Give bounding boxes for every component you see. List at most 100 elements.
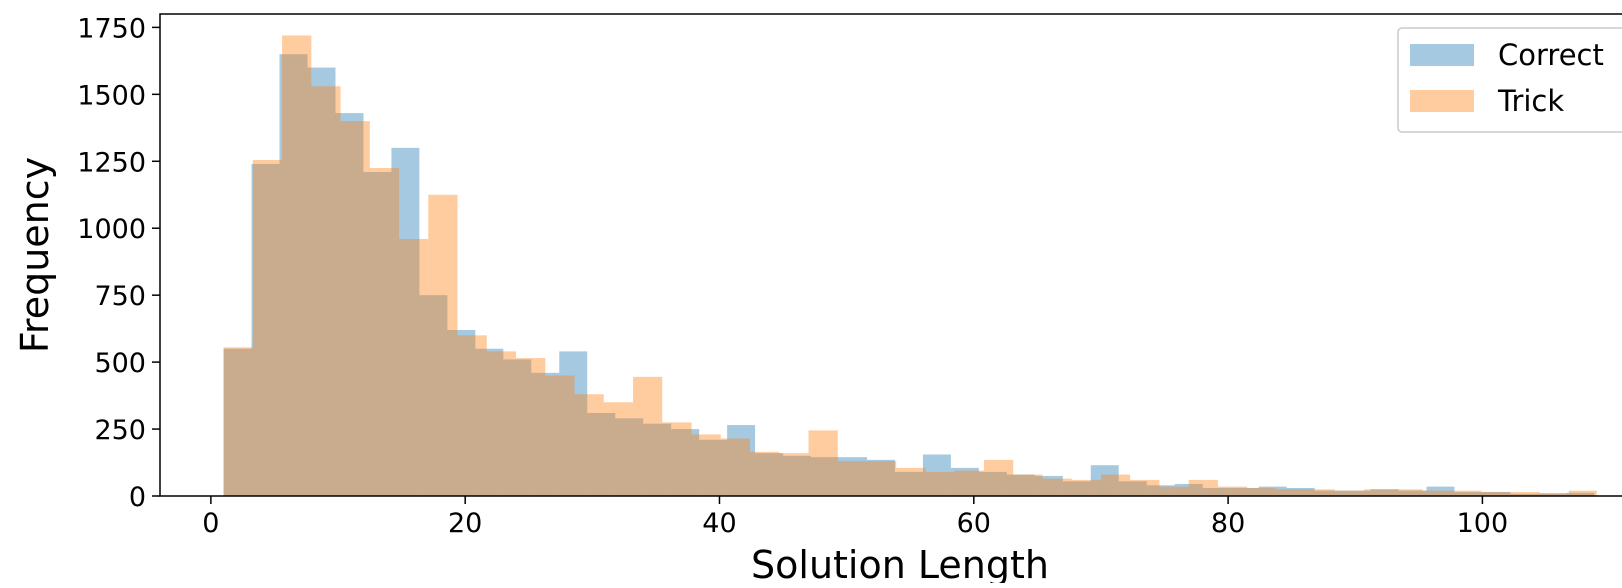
bar-trick-45 [1539,493,1569,496]
x-axis-label: Solution Length [751,543,1049,583]
x-tick-label-60: 60 [957,508,991,539]
bar-trick-9 [486,351,517,496]
bar-trick-3 [311,86,341,497]
bar-trick-26 [983,459,1014,496]
x-axis-ticks: 0 20 40 60 80 100 [202,496,1508,539]
bars-layer [223,35,1597,497]
bar-trick-18 [750,451,780,496]
bar-correct-43 [1426,486,1455,496]
bar-trick-32 [1159,486,1189,496]
y-axis-label: Frequency [13,157,57,353]
bar-correct-24 [894,471,923,496]
bar-trick-30 [1100,474,1131,496]
bar-trick-28 [1042,478,1072,496]
bar-correct-16 [671,429,700,496]
x-tick-label-20: 20 [448,508,482,539]
bar-trick-43 [1481,491,1511,496]
y-tick-label-1250: 1250 [77,147,146,178]
bar-correct-7 [419,295,448,496]
bar-correct-8 [447,329,476,496]
bar-trick-17 [720,438,750,496]
bar-trick-12 [574,394,604,496]
bar-correct-10 [503,359,532,496]
bar-correct-25 [922,454,951,496]
legend-box [1397,27,1622,133]
bar-trick-8 [457,335,487,496]
bar-correct-27 [978,471,1007,496]
bar-trick-46 [1568,490,1597,496]
bar-correct-14 [615,418,644,496]
y-axis-ticks: 0 250 500 750 1000 1250 1500 1750 [77,13,160,513]
bar-trick-16 [691,434,721,496]
bar-correct-40 [1342,490,1371,496]
bar-trick-7 [428,194,458,496]
bar-correct-45 [1482,491,1511,496]
bar-correct-5 [363,171,392,496]
x-tick-label-0: 0 [202,508,219,539]
bar-correct-35 [1202,487,1231,496]
bar-trick-31 [1130,479,1160,496]
bar-correct-44 [1454,491,1483,496]
bar-trick-25 [954,470,984,496]
bar-correct-39 [1314,490,1343,496]
legend-swatch-trick [1410,90,1474,112]
bar-correct-28 [1006,474,1035,496]
bar-trick-13 [603,402,634,496]
bar-trick-24 [925,471,955,496]
y-tick-label-1000: 1000 [77,214,146,245]
bar-trick-0 [223,347,253,496]
bar-trick-27 [1013,474,1043,496]
legend: Correct Trick [1397,27,1622,133]
bar-correct-6 [391,147,420,496]
bar-correct-42 [1398,490,1427,496]
bar-trick-39 [1364,489,1394,496]
x-tick-label-100: 100 [1457,508,1509,539]
bar-trick-29 [1071,479,1101,496]
bar-trick-1 [252,159,283,496]
bar-trick-37 [1305,489,1335,496]
bar-correct-30 [1062,481,1091,496]
bar-trick-42 [1451,490,1482,496]
bar-trick-33 [1188,479,1218,496]
bar-trick-15 [662,422,692,496]
bar-correct-13 [587,412,616,496]
bar-correct-37 [1258,486,1287,496]
bar-correct-31 [1090,465,1119,496]
bar-correct-20 [783,455,812,496]
bar-correct-23 [866,459,895,496]
bar-trick-22 [866,461,897,496]
bar-trick-23 [896,467,926,496]
bar-trick-41 [1422,490,1452,496]
bar-trick-20 [808,430,838,496]
bar-trick-21 [837,461,867,496]
bar-trick-35 [1247,487,1277,496]
bar-correct-46 [1510,493,1539,496]
bar-trick-10 [516,358,546,496]
x-tick-label-40: 40 [702,508,736,539]
bar-correct-29 [1034,475,1063,496]
bar-trick-14 [633,376,663,496]
y-tick-label-1500: 1500 [77,80,146,111]
bar-trick-38 [1334,490,1365,496]
bar-correct-2 [279,54,308,497]
bar-trick-4 [340,121,370,496]
bar-correct-38 [1286,487,1315,496]
bar-correct-22 [839,457,867,496]
bar-trick-11 [545,375,575,496]
bar-correct-17 [699,439,728,496]
y-tick-label-750: 750 [94,281,146,312]
bar-trick-19 [779,453,809,496]
legend-swatch-correct [1410,44,1474,66]
bar-trick-36 [1276,489,1306,496]
bar-correct-18 [727,425,756,496]
bar-correct-19 [755,453,784,496]
bar-correct-41 [1370,489,1399,496]
bar-trick-2 [282,35,312,497]
bar-correct-34 [1174,483,1203,496]
bar-correct-36 [1230,487,1259,496]
y-tick-label-250: 250 [94,415,146,446]
legend-label-correct: Correct [1498,38,1604,72]
bar-correct-15 [643,423,672,496]
x-tick-label-80: 80 [1211,508,1245,539]
